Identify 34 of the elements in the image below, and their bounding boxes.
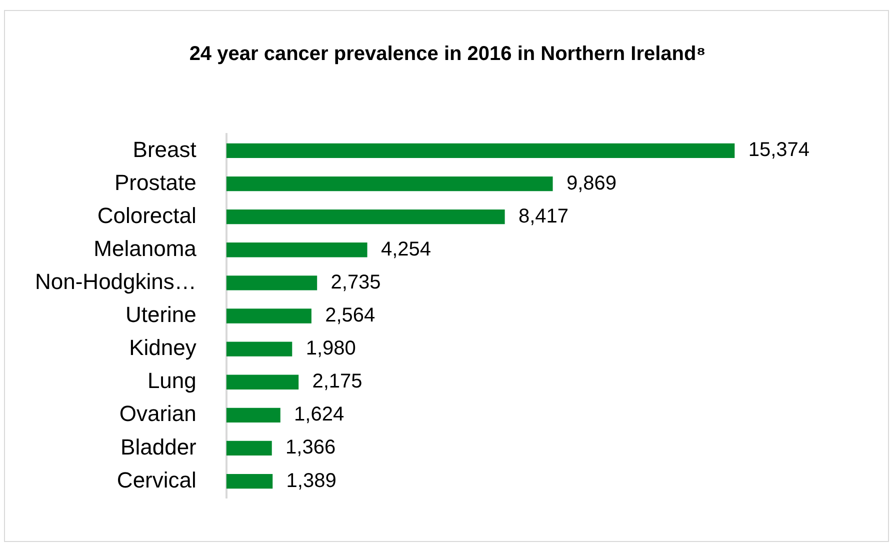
y-tick-label: Ovarian	[119, 401, 196, 426]
y-tick-label: Bladder	[120, 434, 196, 460]
bar	[226, 276, 318, 290]
data-label: 1,624	[294, 404, 344, 426]
data-label: 9,869	[566, 172, 617, 194]
data-label: 1,366	[286, 436, 336, 459]
bar	[226, 374, 299, 390]
data-label: 1,389	[286, 470, 336, 492]
y-tick-label: Kidney	[129, 335, 196, 360]
bar	[226, 342, 292, 356]
y-tick-label: Breast	[132, 136, 196, 162]
data-label: 4,254	[380, 238, 432, 260]
chart-title: 24 year cancer prevalence in 2016 in Northern Ireland⁸	[188, 43, 707, 66]
y-tick-label: Melanoma	[94, 236, 198, 261]
data-label: 15,374	[748, 139, 810, 162]
bar	[226, 474, 273, 489]
bar	[226, 308, 312, 324]
y-tick-label: Lung	[147, 368, 196, 394]
data-label: 2,175	[312, 370, 362, 393]
y-tick-label: Cervical	[116, 467, 196, 492]
bar	[226, 143, 735, 158]
bar	[226, 242, 368, 258]
bar	[226, 210, 505, 224]
y-tick-label: Colorectal	[97, 202, 196, 228]
data-label: 1,980	[306, 338, 356, 360]
data-label: 8,417	[518, 205, 569, 228]
bar	[226, 408, 280, 422]
bar	[226, 440, 272, 456]
data-label: 2,564	[325, 304, 376, 327]
bar	[226, 176, 553, 192]
y-tick-label: Uterine	[125, 302, 196, 328]
y-tick-label: Non-Hodgkins…	[34, 269, 196, 294]
y-tick-label: Prostate	[114, 170, 196, 195]
data-label: 2,735	[330, 271, 381, 294]
